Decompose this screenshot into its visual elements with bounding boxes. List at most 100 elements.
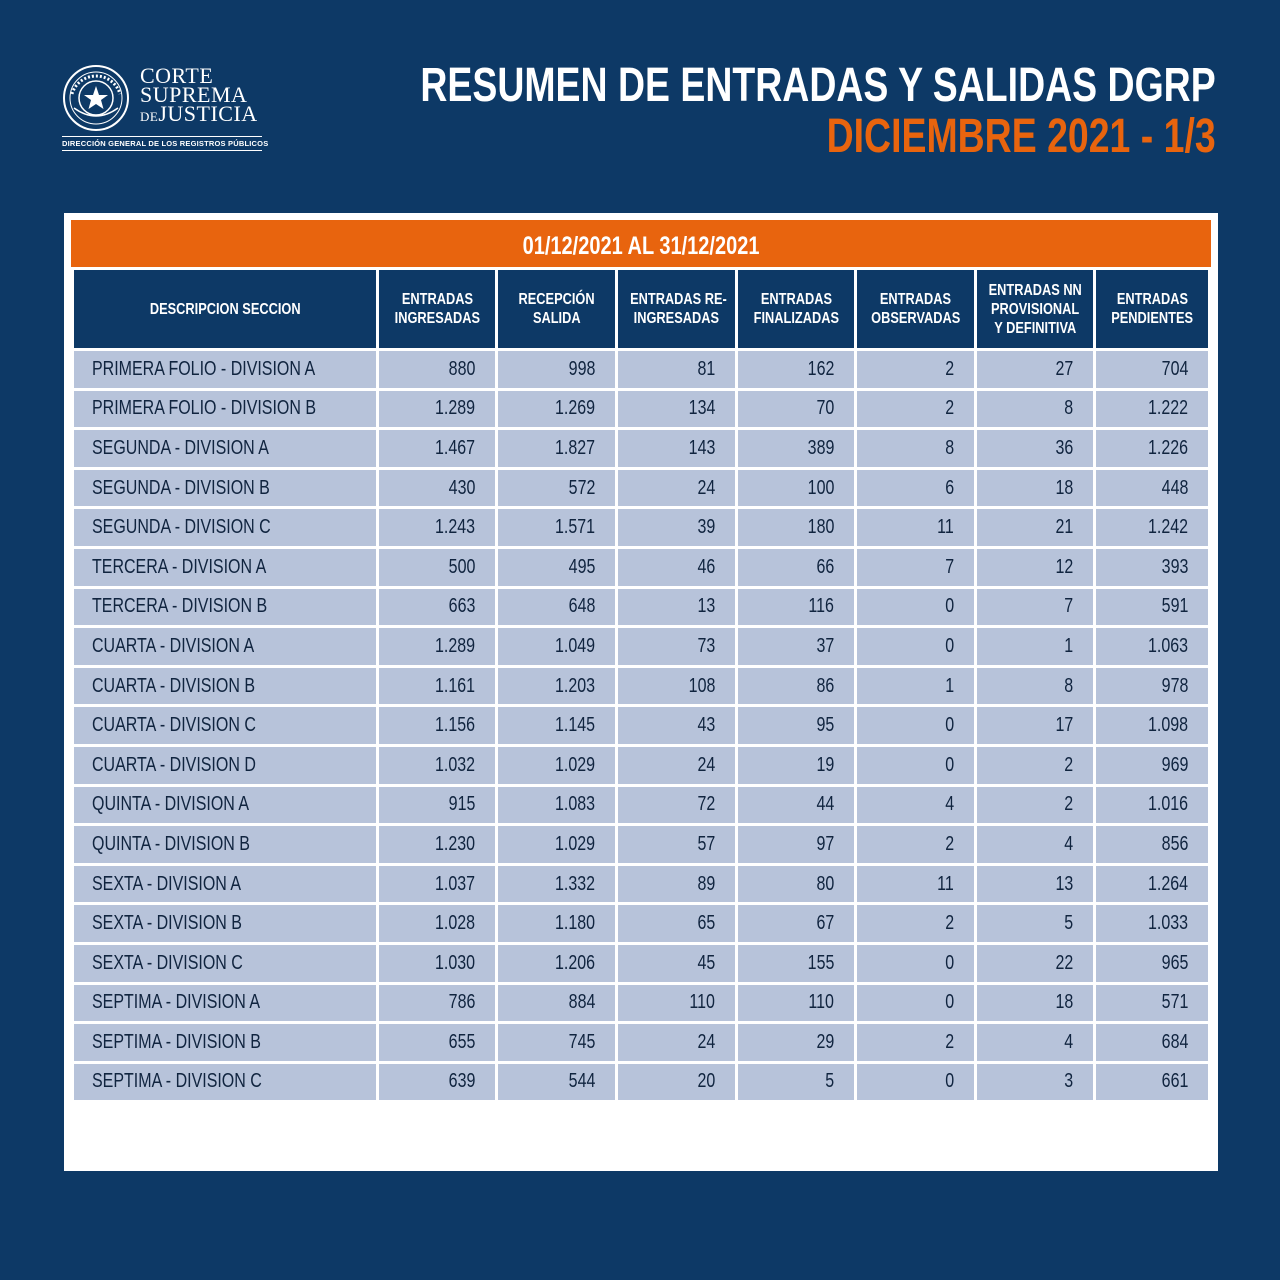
- cell-value: 1: [945, 674, 954, 697]
- column-header: ENTRADAS OBSERVADAS: [854, 267, 977, 351]
- cell-value: 100: [807, 476, 834, 499]
- value-cell: 2: [854, 823, 977, 866]
- cell-value: 684: [1161, 1030, 1188, 1053]
- value-cell: 37: [735, 625, 857, 668]
- section-name-cell: CUARTA - DIVISION D: [71, 743, 379, 787]
- cell-value: 1.028: [434, 912, 475, 935]
- value-cell: 12: [974, 545, 1096, 589]
- cell-value: 5: [825, 1070, 834, 1093]
- value-cell: 591: [1093, 585, 1211, 629]
- cell-value: 73: [697, 634, 715, 657]
- cell-value: 24: [697, 1030, 715, 1053]
- cell-value: 27: [1055, 357, 1073, 380]
- value-cell: 648: [495, 585, 618, 629]
- value-cell: 24: [615, 743, 738, 787]
- section-name-cell: SEPTIMA - DIVISION B: [71, 1021, 379, 1064]
- section-name-cell: QUINTA - DIVISION B: [71, 823, 379, 866]
- cell-value: 13: [697, 595, 715, 618]
- value-cell: 7: [974, 585, 1096, 629]
- column-header-line: RECEPCIÓN: [518, 291, 595, 308]
- value-cell: 1.028: [376, 902, 498, 945]
- cell-value: 2: [945, 1030, 954, 1053]
- cell-value: 500: [448, 555, 475, 578]
- cell-value: 965: [1161, 951, 1188, 974]
- value-cell: 5: [974, 902, 1096, 945]
- section-name: CUARTA - DIVISION C: [92, 714, 256, 737]
- table-row: SEPTIMA - DIVISION C 639 544 20 5 0 3 661: [71, 1060, 1211, 1104]
- cell-value: 1.289: [434, 634, 475, 657]
- value-cell: 143: [615, 427, 738, 470]
- cell-value: 1.180: [554, 912, 595, 935]
- value-cell: 1.180: [495, 902, 618, 945]
- value-cell: 0: [854, 704, 977, 747]
- value-cell: 998: [495, 348, 618, 391]
- cell-value: 12: [1055, 555, 1073, 578]
- cell-value: 110: [689, 991, 715, 1014]
- column-header: ENTRADAS FINALIZADAS: [735, 267, 857, 351]
- value-cell: 1.243: [376, 506, 498, 549]
- column-header: RECEPCIÓN SALIDA: [495, 267, 618, 351]
- cell-value: 0: [945, 951, 954, 974]
- value-cell: 11: [854, 862, 977, 906]
- corte-suprema-logo: CORTE SUPREMA DEJUSTICIA DIRECCIÓN GENER…: [62, 64, 268, 154]
- value-cell: 1.467: [376, 427, 498, 470]
- column-header-line: INGRESADAS: [633, 310, 720, 327]
- cell-value: 1.161: [434, 674, 475, 697]
- value-cell: 430: [376, 466, 498, 510]
- department-name: DIRECCIÓN GENERAL DE LOS REGISTROS PÚBLI…: [62, 136, 268, 151]
- value-cell: 1.032: [376, 743, 498, 787]
- value-cell: 4: [974, 823, 1096, 866]
- value-cell: 24: [615, 1021, 738, 1064]
- column-header-line: ENTRADAS: [760, 291, 832, 308]
- summary-table: DESCRIPCION SECCION ENTRADAS INGRESADAS REC…: [71, 267, 1211, 1104]
- value-cell: 67: [735, 902, 857, 945]
- cell-value: 44: [816, 793, 834, 816]
- cell-value: 544: [568, 1070, 595, 1093]
- section-name: CUARTA - DIVISION B: [92, 674, 255, 697]
- cell-value: 116: [808, 595, 834, 618]
- period-banner: 01/12/2021 AL 31/12/2021: [71, 220, 1211, 267]
- value-cell: 4: [854, 783, 977, 827]
- cell-value: 29: [816, 1030, 834, 1053]
- value-cell: 1.226: [1093, 427, 1211, 470]
- value-cell: 2: [854, 348, 977, 391]
- section-name-cell: SEGUNDA - DIVISION B: [71, 466, 379, 510]
- cell-value: 18: [1055, 476, 1073, 499]
- value-cell: 80: [735, 862, 857, 906]
- section-name-cell: SEPTIMA - DIVISION A: [71, 981, 379, 1025]
- value-cell: 393: [1093, 545, 1211, 589]
- value-cell: 880: [376, 348, 498, 391]
- value-cell: 2: [854, 1021, 977, 1064]
- summary-panel: 01/12/2021 AL 31/12/2021 DESCRIPCION SEC…: [64, 213, 1218, 1171]
- value-cell: 11: [854, 506, 977, 549]
- cell-value: 57: [697, 832, 715, 855]
- table-row: SEGUNDA - DIVISION B 430 572 24 100 6 18 448: [71, 466, 1211, 510]
- cell-value: 8: [1064, 397, 1073, 420]
- section-name: SEXTA - DIVISION B: [92, 912, 242, 935]
- value-cell: 18: [974, 466, 1096, 510]
- value-cell: 155: [735, 941, 857, 985]
- cell-value: 13: [1055, 872, 1073, 895]
- cell-value: 856: [1161, 832, 1188, 855]
- cell-value: 1.037: [434, 872, 475, 895]
- value-cell: 73: [615, 625, 738, 668]
- value-cell: 544: [495, 1060, 618, 1104]
- cell-value: 2: [1064, 793, 1073, 816]
- cell-value: 2: [945, 912, 954, 935]
- section-name: SEPTIMA - DIVISION C: [92, 1070, 262, 1093]
- value-cell: 22: [974, 941, 1096, 985]
- section-name-cell: TERCERA - DIVISION B: [71, 585, 379, 629]
- cell-value: 66: [816, 555, 834, 578]
- value-cell: 110: [735, 981, 857, 1025]
- cell-value: 998: [568, 357, 595, 380]
- value-cell: 704: [1093, 348, 1211, 391]
- cell-value: 0: [945, 753, 954, 776]
- table-row: QUINTA - DIVISION B 1.230 1.029 57 97 2 4 856: [71, 823, 1211, 866]
- cell-value: 648: [568, 595, 595, 618]
- column-header-line: ENTRADAS: [1116, 291, 1188, 308]
- value-cell: 1.083: [495, 783, 618, 827]
- cell-value: 1.269: [554, 397, 595, 420]
- column-header: ENTRADAS PENDIENTES: [1093, 267, 1211, 351]
- cell-value: 1.264: [1147, 872, 1188, 895]
- table-row: SEPTIMA - DIVISION B 655 745 24 29 2 4 684: [71, 1021, 1211, 1064]
